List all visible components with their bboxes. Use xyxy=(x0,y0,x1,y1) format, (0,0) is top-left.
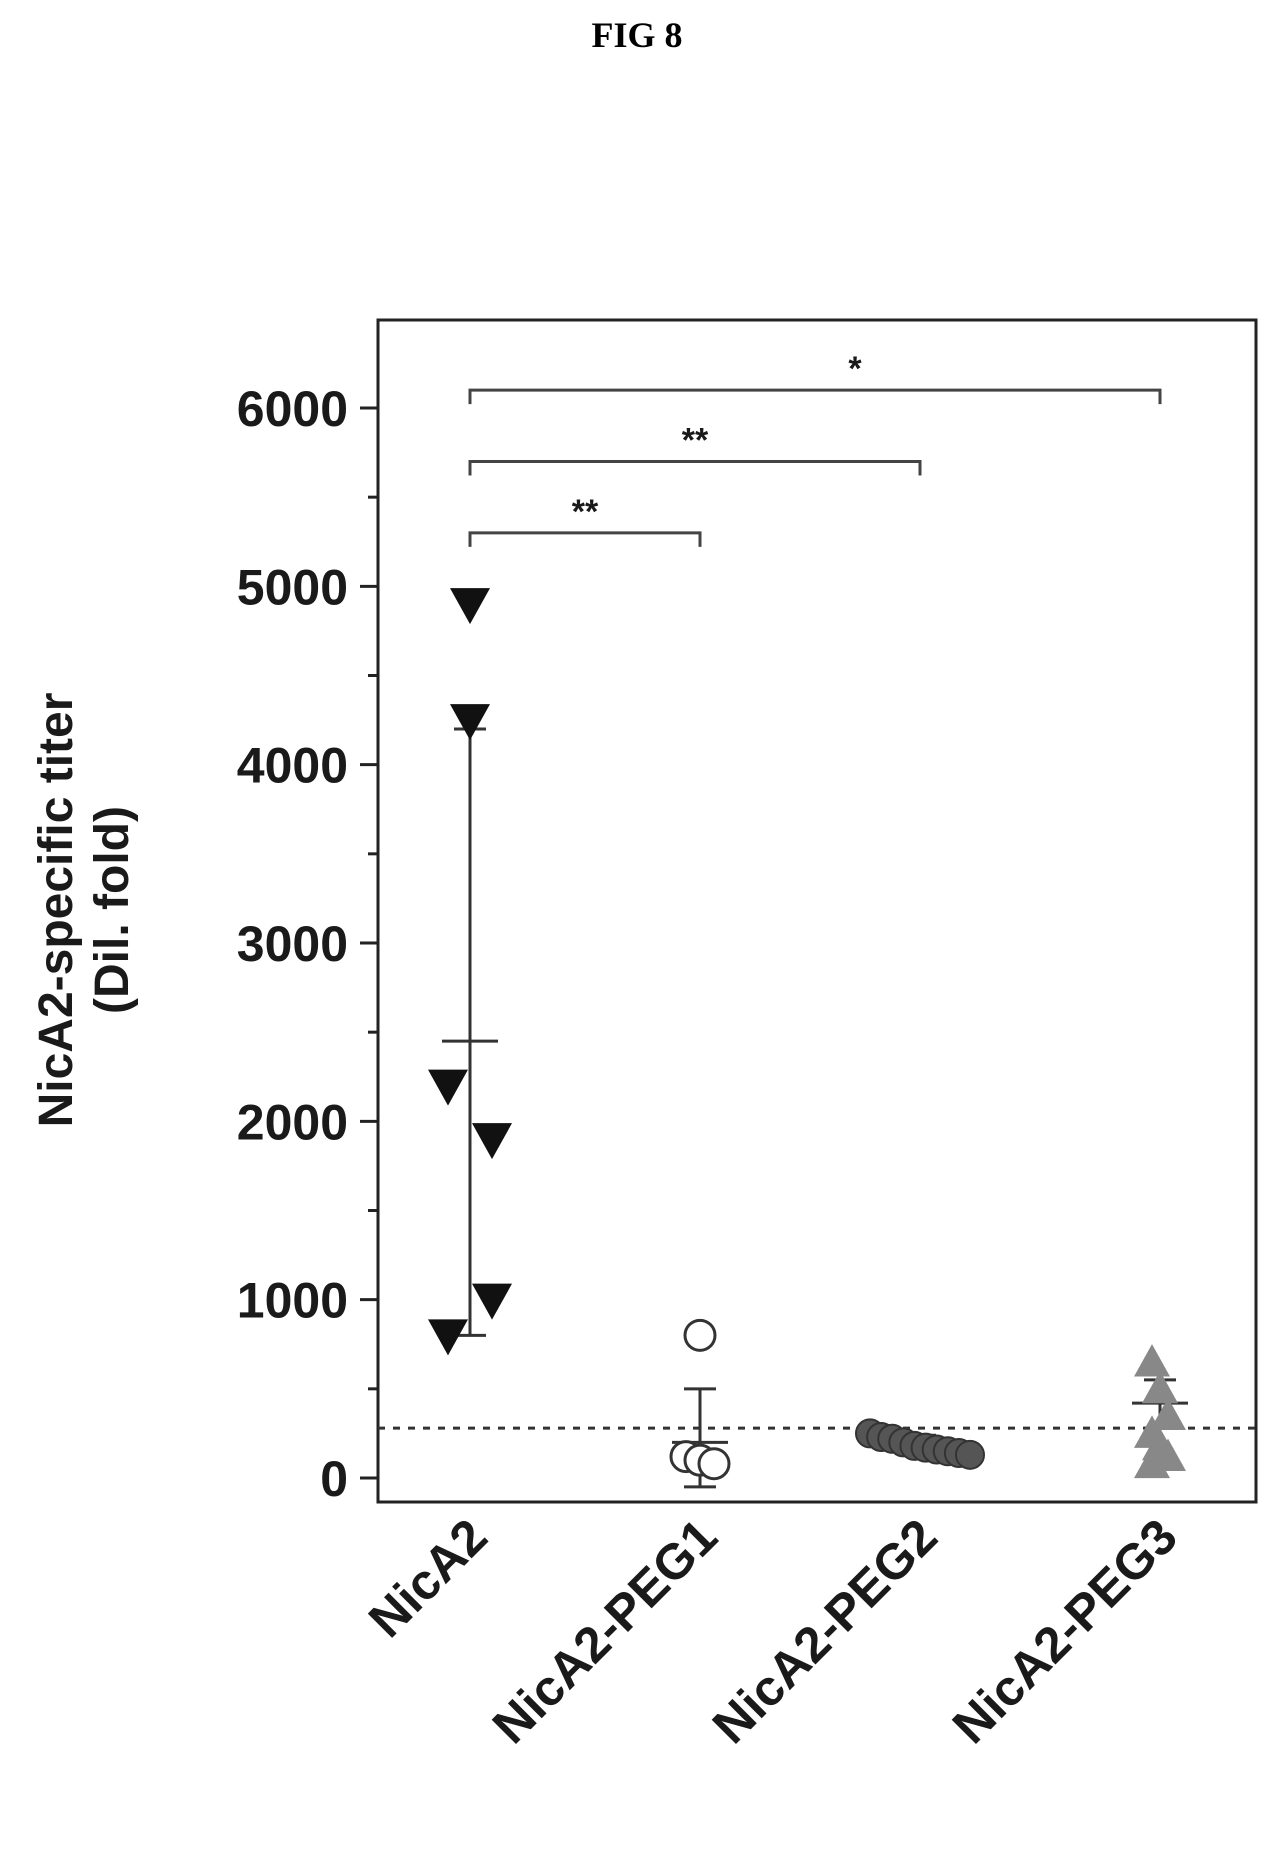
significance-brackets: ***** xyxy=(468,350,1162,547)
significance-label: * xyxy=(848,350,862,388)
y-axis-label-line1: NicA2-specific titer xyxy=(30,693,83,1128)
y-tick-label: 4000 xyxy=(237,738,348,794)
data-point-triangle-up xyxy=(1134,1445,1170,1479)
x-tick-label: NicA2 xyxy=(358,1508,498,1648)
y-tick-label: 0 xyxy=(320,1451,348,1507)
data-point-circle-open xyxy=(683,1318,717,1352)
y-tick-label: 1000 xyxy=(237,1273,348,1329)
error-bars xyxy=(442,727,1188,1489)
data-points xyxy=(428,588,1186,1481)
y-tick-label: 3000 xyxy=(237,916,348,972)
data-point-triangle-down xyxy=(450,704,490,741)
data-point-triangle-down xyxy=(472,1283,512,1320)
y-tick-label: 6000 xyxy=(237,381,348,437)
y-axis-label-line2: (Dil. fold) xyxy=(86,806,139,1014)
plot-frame xyxy=(376,318,1258,1504)
data-point-circle-open xyxy=(697,1447,731,1481)
y-tick-label: 5000 xyxy=(237,559,348,615)
data-point-triangle-down xyxy=(428,1319,468,1356)
y-axis-label: NicA2-specific titer (Dil. fold) xyxy=(30,693,139,1128)
y-tick-label: 2000 xyxy=(237,1094,348,1150)
data-point-triangle-down xyxy=(450,588,490,625)
figure-label: FIG 8 xyxy=(591,15,683,55)
data-point-triangle-down xyxy=(428,1069,468,1106)
significance-bracket xyxy=(468,531,702,547)
data-point-triangle-up xyxy=(1142,1370,1178,1404)
significance-bracket xyxy=(468,460,922,476)
x-tick-label: NicA2-PEG3 xyxy=(942,1508,1188,1754)
data-point-triangle-up xyxy=(1134,1344,1170,1377)
significance-label: ** xyxy=(572,493,599,531)
x-tick-label: NicA2-PEG1 xyxy=(482,1508,728,1754)
data-point-circle-filled xyxy=(955,1439,985,1470)
x-tick-label: NicA2-PEG2 xyxy=(702,1508,948,1754)
data-point-triangle-down xyxy=(472,1123,512,1160)
data-point-triangle-up xyxy=(1150,1397,1186,1430)
significance-bracket xyxy=(468,388,1162,405)
y-ticks: 0 1000 2000 3000 4000 5000 6000 xyxy=(237,381,378,1507)
significance-label: ** xyxy=(682,422,709,460)
